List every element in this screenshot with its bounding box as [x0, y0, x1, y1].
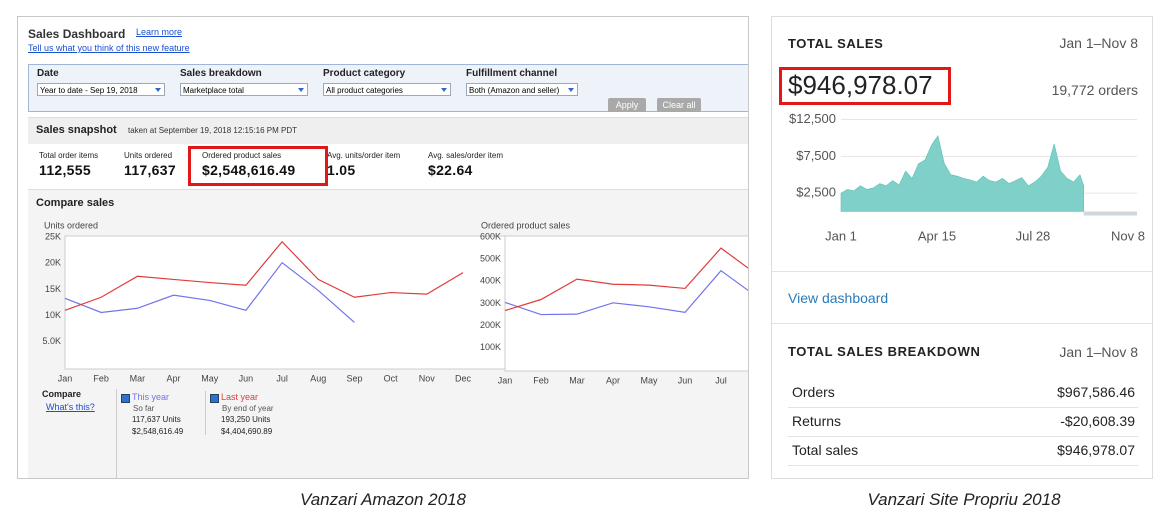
- compare-title: Compare sales: [36, 197, 115, 209]
- breakdown-range: Jan 1–Nov 8: [1059, 344, 1138, 360]
- row-value: $967,586.46: [1057, 384, 1135, 400]
- metric-value: $22.64: [428, 162, 473, 178]
- divider: [116, 389, 117, 478]
- legend-sales: $2,548,616.49: [132, 427, 184, 436]
- row-label: Total sales: [792, 442, 859, 458]
- filter-select[interactable]: Both (Amazon and seller): [466, 83, 578, 96]
- divider: [788, 465, 1138, 466]
- divider: [772, 271, 1152, 272]
- filter-label: Fulfillment channel: [466, 68, 558, 79]
- filter-select[interactable]: All product categories: [323, 83, 451, 96]
- x-tick-label: Aug: [749, 375, 765, 385]
- compare-label: Compare: [42, 389, 82, 399]
- amazon-panel: Sales Dashboard Learn more Tell us what …: [17, 16, 749, 479]
- highlight-box: [779, 67, 951, 105]
- filter-select[interactable]: Marketplace total: [180, 83, 308, 96]
- apply-button[interactable]: Apply: [608, 98, 646, 112]
- filter-label: Product category: [323, 68, 406, 79]
- clear-button[interactable]: Clear all: [657, 98, 701, 112]
- filter-label: Date: [37, 68, 59, 79]
- caption: Vanzari Amazon 2018: [299, 490, 466, 509]
- checkbox: [210, 394, 219, 403]
- site-panel: TOTAL SALES Jan 1–Nov 8 $946,978.07 19,7…: [771, 16, 1153, 479]
- metric-label: Avg. sales/order item: [428, 151, 503, 160]
- learn-more-link[interactable]: Learn more: [136, 27, 183, 37]
- legend-period: So far: [133, 404, 155, 413]
- legend-units: 193,250 Units: [221, 415, 271, 424]
- metric-value: 117,637: [124, 162, 176, 178]
- metric-label: Ordered product sales: [202, 151, 282, 160]
- breakdown-title: TOTAL SALES BREAKDOWN: [788, 344, 981, 359]
- row-value: $946,978.07: [1057, 442, 1135, 458]
- metric-label: Avg. units/order item: [327, 151, 401, 160]
- highlight-box: [188, 146, 328, 186]
- help-link[interactable]: What's this?: [46, 402, 95, 412]
- filter-select[interactable]: Year to date - Sep 19, 2018: [37, 83, 165, 96]
- metric-value: 1.05: [327, 162, 356, 178]
- divider: [205, 391, 206, 435]
- metric-label: Total order items: [39, 151, 99, 160]
- snapshot-time: taken at September 19, 2018 12:15:16 PM …: [128, 126, 297, 135]
- legend-period: By end of year: [222, 404, 274, 413]
- row-label: Orders: [792, 384, 835, 400]
- feedback-link[interactable]: Tell us what you think of this new featu…: [28, 43, 190, 53]
- checkbox: [121, 394, 130, 403]
- total-sales-value: $946,978.07: [788, 70, 933, 100]
- legend-units: 117,637 Units: [132, 415, 181, 424]
- dashboard-title: Sales Dashboard: [28, 27, 126, 41]
- row-value: -$20,608.39: [1060, 413, 1135, 429]
- metric-value: 112,555: [39, 162, 91, 178]
- view-dashboard-link[interactable]: View dashboard: [788, 290, 889, 306]
- snapshot-header: [28, 117, 748, 144]
- metric-value: $2,548,616.49: [202, 162, 296, 178]
- date-range: Jan 1–Nov 8: [1059, 35, 1138, 51]
- divider: [772, 323, 1152, 324]
- divider: [788, 407, 1138, 408]
- caption: Vanzari Site Propriu 2018: [867, 490, 1061, 509]
- snapshot-title: Sales snapshot: [36, 124, 117, 136]
- total-sales-title: TOTAL SALES: [788, 36, 884, 51]
- filter-label: Sales breakdown: [180, 68, 262, 79]
- row-label: Returns: [792, 413, 842, 429]
- divider: [788, 436, 1138, 437]
- orders-count: 19,772 orders: [1051, 82, 1138, 98]
- legend-sales: $4,404,690.89: [221, 427, 273, 436]
- legend-name: This year: [132, 392, 170, 402]
- legend-name: Last year: [221, 392, 259, 402]
- metric-label: Units ordered: [124, 151, 173, 160]
